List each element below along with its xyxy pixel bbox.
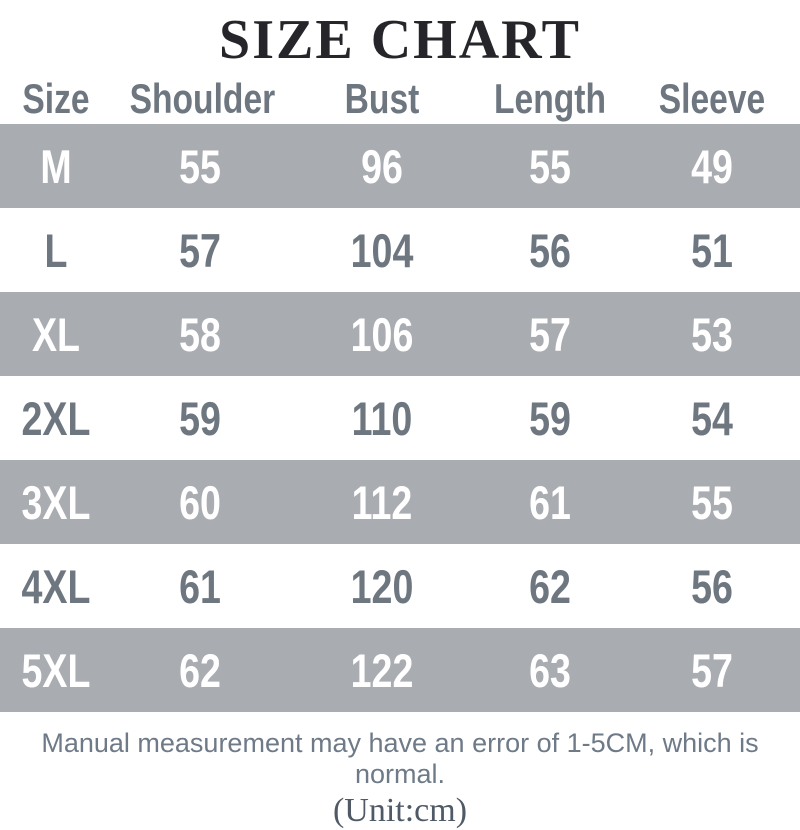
cell-size: L (44, 223, 68, 277)
column-header-size: Size (22, 75, 90, 122)
cell-length: 59 (529, 391, 571, 445)
cell-size: 4XL (21, 559, 91, 613)
cell-size: XL (31, 307, 81, 361)
page-title: SIZE CHART (219, 9, 581, 71)
cell-length: 62 (529, 559, 571, 613)
cell-size: 5XL (21, 643, 91, 697)
cell-size: M (40, 139, 72, 193)
cell-shoulder: 61 (179, 559, 221, 613)
column-header-length: Length (494, 75, 606, 122)
cell-length: 56 (529, 223, 571, 277)
cell-sleeve: 54 (691, 391, 733, 445)
unit-label: (Unit:cm) (332, 792, 468, 829)
size-chart-table: Size Shoulder Bust Length Sleeve M 55 96… (0, 74, 800, 712)
cell-bust: 122 (350, 643, 414, 697)
cell-shoulder: 60 (179, 475, 221, 529)
column-header-bust: Bust (344, 75, 420, 122)
cell-length: 55 (529, 139, 571, 193)
table-row-3xl: 3XL 60 112 61 55 (0, 460, 800, 544)
cell-bust: 110 (351, 391, 413, 445)
cell-length: 61 (529, 475, 571, 529)
cell-bust: 112 (351, 475, 413, 529)
cell-shoulder: 57 (179, 223, 221, 277)
table-row-xl: XL 58 106 57 53 (0, 292, 800, 376)
cell-sleeve: 49 (691, 139, 733, 193)
size-chart-page: SIZE CHART Size Shoulder Bust Length Sle… (0, 9, 800, 829)
cell-length: 63 (529, 643, 571, 697)
cell-sleeve: 56 (691, 559, 733, 613)
table-row-2xl: 2XL 59 110 59 54 (0, 376, 800, 460)
cell-bust: 120 (350, 559, 414, 613)
table-row-5xl: 5XL 62 122 63 57 (0, 628, 800, 712)
cell-size: 2XL (21, 391, 91, 445)
table-row-m: M 55 96 55 49 (0, 124, 800, 208)
table-row-4xl: 4XL 61 120 62 56 (0, 544, 800, 628)
cell-shoulder: 59 (179, 391, 221, 445)
cell-shoulder: 55 (179, 139, 221, 193)
cell-sleeve: 53 (691, 307, 733, 361)
column-header-sleeve: Sleeve (658, 75, 766, 122)
cell-bust: 104 (350, 223, 414, 277)
cell-shoulder: 58 (179, 307, 221, 361)
cell-sleeve: 57 (691, 643, 733, 697)
cell-length: 57 (529, 307, 571, 361)
table-header-row: Size Shoulder Bust Length Sleeve (0, 74, 800, 124)
cell-bust: 96 (361, 139, 403, 193)
measurement-note: Manual measurement may have an error of … (41, 728, 759, 789)
cell-sleeve: 51 (691, 223, 733, 277)
cell-bust: 106 (350, 307, 414, 361)
cell-sleeve: 55 (691, 475, 733, 529)
cell-shoulder: 62 (179, 643, 221, 697)
cell-size: 3XL (21, 475, 91, 529)
column-header-shoulder: Shoulder (129, 75, 276, 122)
table-row-l: L 57 104 56 51 (0, 208, 800, 292)
